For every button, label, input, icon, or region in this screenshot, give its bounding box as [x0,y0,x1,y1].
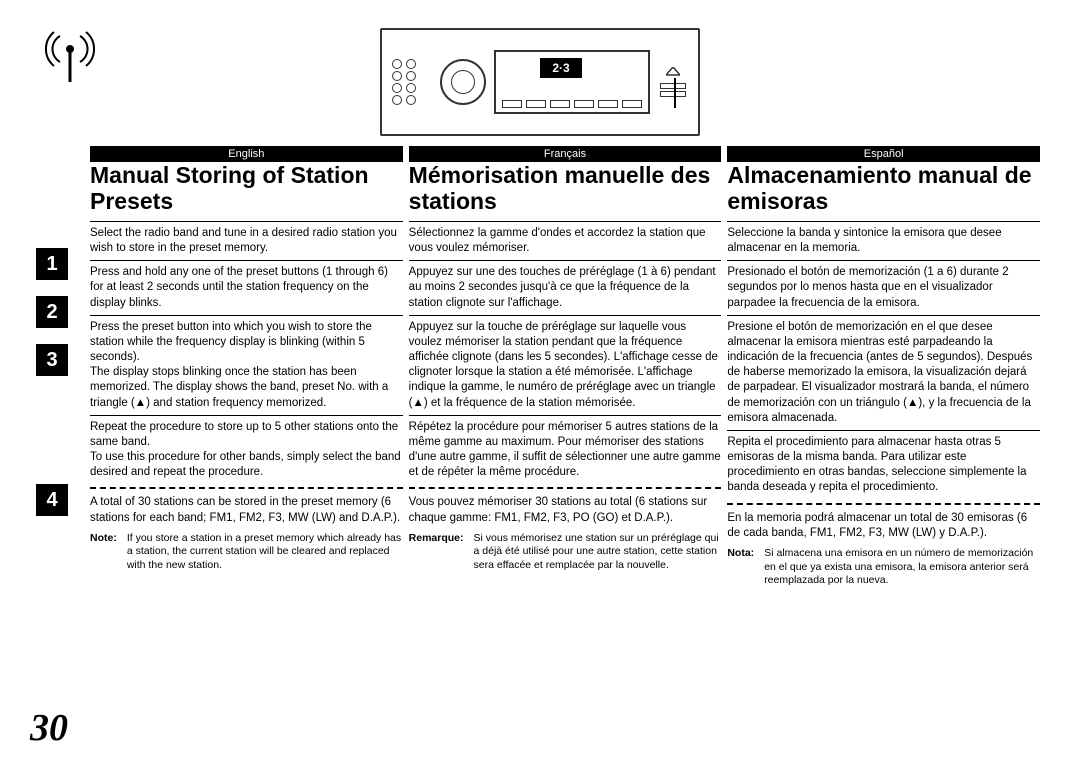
column-spanish: Almacenamiento manual de emisoras Selecc… [727,162,1040,588]
dashed-divider [727,503,1040,505]
eject-icon [658,67,688,97]
note-label: Remarque: [409,532,464,573]
page-number: 30 [30,706,68,750]
lang-tab-es: Español [727,146,1040,162]
lang-tab-en: English [90,146,403,162]
volume-knob-icon [440,59,486,105]
title-en: Manual Storing of Station Presets [90,162,403,215]
step-text: Press and hold any one of the preset but… [90,260,403,315]
step-text: Appuyez sur la touche de préréglage sur … [409,315,722,415]
step-number: 2 [36,296,68,328]
step-text: Sélectionnez la gamme d'ondes et accorde… [409,221,722,260]
radio-antenna-icon [40,26,100,86]
step-number: 1 [36,248,68,280]
device-illustration: 2·3 [380,28,700,136]
step-text: Presionado el botón de memorización (1 a… [727,260,1040,315]
title-fr: Mémorisation manuelle des stations [409,162,722,215]
note-text: If you store a station in a preset memor… [127,532,403,573]
step-text: Répétez la procédure pour mémoriser 5 au… [409,415,722,485]
language-bar: English Français Español [90,146,1040,162]
summary-es: En la memoria podrá almacenar un total d… [727,508,1040,547]
column-english: Manual Storing of Station Presets Select… [90,162,403,588]
title-es: Almacenamiento manual de emisoras [727,162,1040,215]
note-fr: Remarque: Si vous mémorisez une station … [409,532,722,573]
note-en: Note: If you store a station in a preset… [90,532,403,573]
note-label: Nota: [727,547,754,588]
step-text: Press the preset button into which you w… [90,315,403,415]
step-text: Select the radio band and tune in a desi… [90,221,403,260]
lang-tab-fr: Français [409,146,722,162]
step-text: Repeat the procedure to store up to 5 ot… [90,415,403,485]
note-label: Note: [90,532,117,573]
step-number-column: 1 2 3 4 [36,248,68,532]
column-french: Mémorisation manuelle des stations Sélec… [409,162,722,588]
note-text: Si vous mémorisez une station sur un pré… [474,532,722,573]
step-number: 3 [36,344,68,376]
dashed-divider [90,487,403,489]
step-text: Presione el botón de memorización en el … [727,315,1040,430]
callout-badge: 2·3 [540,58,582,78]
note-es: Nota: Si almacena una emisora en un núme… [727,547,1040,588]
note-text: Si almacena una emisora en un número de … [764,547,1040,588]
step-text: Seleccione la banda y sintonice la emiso… [727,221,1040,260]
dashed-divider [409,487,722,489]
step-text: Appuyez sur une des touches de préréglag… [409,260,722,315]
summary-fr: Vous pouvez mémoriser 30 stations au tot… [409,492,722,531]
summary-en: A total of 30 stations can be stored in … [90,492,403,531]
step-text: Repita el procedimiento para almacenar h… [727,430,1040,500]
step-number: 4 [36,484,68,516]
